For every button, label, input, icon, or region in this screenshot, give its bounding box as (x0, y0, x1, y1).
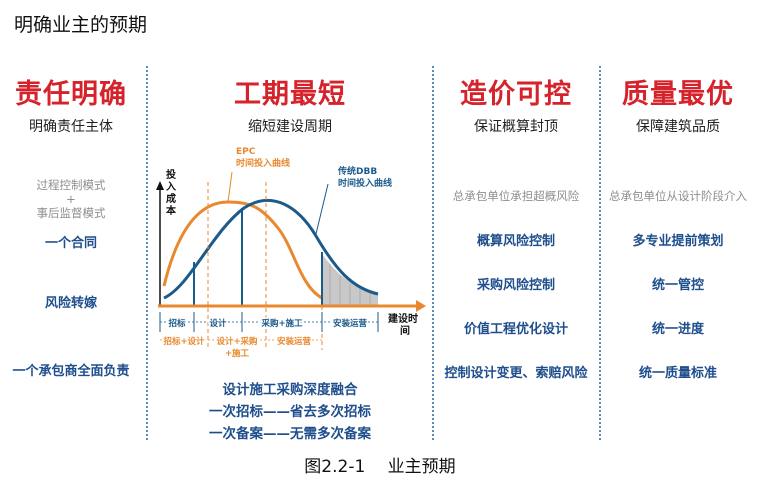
column-divider (599, 66, 601, 440)
epc-phase-label: 设计+采购 (216, 336, 258, 347)
y-axis-label: 成 (166, 192, 176, 205)
column-subtitle: 保证概算封顶 (474, 119, 558, 135)
column-schedule: 工期最短 缩短建设周期 (150, 78, 430, 136)
gray-note: 总承包单位从设计阶段介入 (609, 189, 747, 203)
list-item: 统一管控 (651, 278, 704, 293)
epc-phase-row: 招标+设计 设计+采购 +施工 安装运营 (160, 335, 322, 359)
dbb-phase-label: 设计 (209, 318, 227, 329)
column-quality: 质量最优 保障建筑品质 总承包单位从设计阶段介入 多专业提前策划 统一管控 统一… (600, 78, 756, 381)
column-title: 造价可控 (460, 79, 572, 110)
y-axis-arrow (156, 181, 164, 190)
dbb-curve (163, 198, 379, 300)
investment-curve-chart: 投 入 成 本 EPC 时间投入曲线 传统DBB 时间投入曲线 建设时 间 招标… (156, 147, 426, 359)
y-axis-label: 入 (166, 181, 176, 193)
figure-caption: 图2.2-1 业主预期 (304, 457, 456, 477)
summary-line: 一次招标——省去多次招标 (209, 404, 371, 420)
column-title: 工期最短 (234, 79, 346, 110)
column-title: 质量最优 (622, 79, 734, 110)
dbb-phase-label: 采购+施工 (260, 318, 303, 329)
gray-note: 过程控制模式 + 事后监督模式 (0, 178, 142, 220)
epc-phase-label: 招标+设计 (163, 336, 205, 347)
list-item: 采购风险控制 (476, 278, 555, 293)
column-divider (432, 66, 434, 440)
column-cost: 造价可控 保证概算封顶 总承包单位承担超概风险 概算风险控制 采购风险控制 价值… (436, 78, 596, 381)
epc-label-leader (227, 171, 233, 203)
epc-curve-label: 时间投入曲线 (236, 157, 290, 169)
column-subtitle: 缩短建设周期 (248, 119, 332, 135)
column-responsibility: 责任明确 明确责任主体 过程控制模式 + 事后监督模式 一个合同 风险转嫁 一个… (0, 78, 142, 379)
gray-line: + (66, 192, 76, 206)
x-axis-label: 建设时 (387, 312, 418, 325)
column-subtitle: 保障建筑品质 (636, 119, 720, 135)
dbb-phase-row: 招标 设计 采购+施工 安装运营 (159, 312, 379, 332)
dbb-curve-label: 传统DBB (337, 165, 377, 177)
dbb-tail-fill (322, 254, 378, 306)
dbb-curve-label: 时间投入曲线 (338, 177, 392, 189)
x-axis-arrow (416, 300, 426, 312)
list-item: 一个承包商全面负责 (12, 364, 130, 379)
list-item: 控制设计变更、索赔风险 (444, 366, 588, 381)
list-item: 一个合同 (44, 236, 97, 251)
page-title: 明确业主的预期 (14, 14, 148, 36)
column-subtitle: 明确责任主体 (29, 119, 113, 135)
dbb-phase-label: 安装运营 (333, 318, 368, 329)
list-item: 统一质量标准 (638, 366, 717, 381)
epc-phase-label: +施工 (225, 348, 250, 359)
list-item: 风险转嫁 (44, 296, 97, 311)
x-axis-label: 间 (400, 324, 410, 337)
list-item: 概算风险控制 (476, 234, 555, 249)
epc-curve-label: EPC (236, 147, 256, 157)
column-title: 责任明确 (15, 79, 127, 110)
list-item: 统一进度 (651, 322, 704, 337)
summary-line: 设计施工采购深度融合 (222, 382, 358, 398)
gray-line: 过程控制模式 (36, 178, 106, 192)
list-item: 价值工程优化设计 (463, 322, 568, 337)
gray-note: 总承包单位承担超概风险 (452, 189, 580, 203)
list-item: 多专业提前策划 (632, 234, 724, 249)
y-axis-label: 投 (166, 168, 176, 181)
dbb-phase-label: 招标 (168, 318, 186, 329)
summary-line: 一次备案——无需多次备案 (209, 426, 371, 442)
column-divider (146, 66, 148, 440)
gray-line: 事后监督模式 (36, 206, 106, 220)
epc-phase-label: 安装运营 (277, 336, 312, 347)
y-axis-label: 本 (166, 204, 177, 217)
dbb-label-leader (315, 183, 329, 235)
